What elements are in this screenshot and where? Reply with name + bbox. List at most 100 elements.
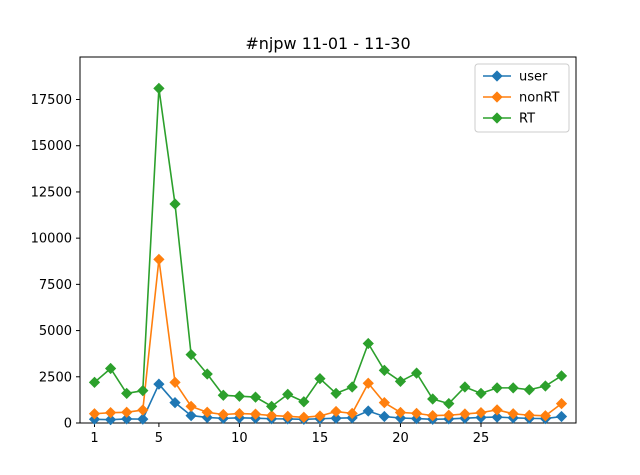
x-tick-label: 1 [90, 431, 98, 446]
series-nonRT [88, 253, 568, 423]
data-point-RT [378, 364, 390, 376]
data-point-nonRT [427, 409, 439, 422]
data-point-nonRT [266, 409, 278, 422]
data-point-nonRT [459, 408, 471, 420]
legend-marker [491, 91, 503, 103]
data-point-user [121, 413, 133, 425]
plot-frame [79, 56, 577, 424]
data-point-RT [459, 381, 471, 393]
data-point-nonRT [491, 404, 503, 416]
data-point-nonRT [346, 407, 358, 420]
data-point-RT [346, 381, 358, 393]
data-point-nonRT [298, 411, 310, 423]
y-tick-label: 17500 [31, 93, 72, 108]
y-tick-label: 0 [64, 417, 72, 432]
data-point-nonRT [153, 253, 165, 266]
data-point-nonRT [104, 407, 117, 419]
data-point-user [137, 413, 149, 425]
data-point-nonRT [394, 406, 407, 419]
data-point-RT [137, 385, 149, 397]
x-tick-label: 20 [392, 431, 409, 446]
x-tick-label: 15 [312, 431, 329, 446]
legend-item-user: user [483, 70, 548, 85]
series-line-RT [93, 87, 562, 408]
data-point-RT [491, 382, 503, 394]
data-point-nonRT [233, 407, 246, 420]
series-RT [88, 82, 568, 412]
data-point-RT [555, 370, 568, 382]
legend-label: user [519, 70, 548, 85]
y-tick-label: 5000 [39, 324, 72, 339]
data-point-RT [233, 390, 246, 402]
data-point-RT [507, 382, 519, 394]
data-point-RT [169, 198, 181, 210]
data-point-RT [104, 362, 117, 375]
data-point-nonRT [378, 397, 390, 409]
data-point-RT [539, 380, 552, 392]
data-point-user [491, 411, 503, 423]
legend-item-RT: RT [483, 112, 535, 127]
data-point-RT [121, 387, 133, 400]
legend-label: nonRT [519, 91, 560, 106]
data-point-nonRT [201, 406, 213, 418]
data-point-nonRT [410, 407, 423, 420]
data-point-nonRT [88, 408, 101, 420]
data-point-RT [249, 391, 262, 403]
data-point-nonRT [443, 409, 455, 421]
data-point-RT [266, 400, 278, 412]
y-tick-label: 2500 [39, 370, 72, 385]
plot-area [79, 56, 577, 424]
data-point-RT [282, 388, 294, 400]
data-point-nonRT [282, 410, 294, 422]
y-tick-label: 12500 [31, 185, 72, 200]
data-point-RT [427, 393, 439, 405]
legend: user nonRT RT [474, 63, 570, 133]
data-point-user [185, 409, 197, 422]
data-point-RT [185, 348, 197, 361]
x-tick-label: 10 [231, 431, 248, 446]
data-point-RT [362, 337, 374, 350]
data-point-RT [217, 389, 229, 401]
legend-marker [491, 112, 503, 124]
data-point-RT [475, 387, 487, 400]
data-point-nonRT [475, 407, 487, 419]
data-point-nonRT [217, 408, 229, 421]
series-line-nonRT [94, 258, 562, 419]
data-point-user [362, 405, 374, 417]
data-point-RT [298, 396, 310, 408]
data-point-user [169, 397, 181, 409]
data-point-nonRT [507, 408, 519, 420]
data-point-nonRT [539, 410, 552, 422]
data-point-user [153, 378, 165, 390]
data-point-RT [314, 373, 326, 385]
data-point-nonRT [137, 404, 149, 416]
x-axis: 1 5 10 15 20 25 [90, 423, 489, 446]
legend-item-nonRT: nonRT [483, 91, 560, 106]
data-point-nonRT [314, 410, 326, 422]
chart-title: #njpw 11-01 - 11-30 [245, 34, 410, 53]
data-point-nonRT [555, 397, 568, 410]
data-point-nonRT [169, 376, 181, 388]
x-tick-label: 25 [473, 431, 490, 446]
data-point-user [555, 410, 568, 423]
data-point-RT [410, 367, 423, 379]
data-point-user [330, 412, 342, 424]
data-point-RT [330, 387, 342, 400]
data-point-RT [88, 376, 101, 388]
data-point-RT [523, 384, 535, 396]
y-tick-label: 10000 [31, 232, 72, 247]
series-layer [88, 82, 568, 426]
data-point-nonRT [362, 377, 374, 389]
data-point-nonRT [185, 400, 197, 412]
legend-marker [491, 70, 503, 82]
data-point-nonRT [249, 408, 262, 420]
y-axis: 0 2500 5000 7500 10000 12500 15000 17500 [31, 93, 80, 432]
y-tick-label: 15000 [31, 139, 72, 154]
data-point-nonRT [523, 409, 535, 421]
legend-label: RT [519, 112, 535, 127]
data-point-user [104, 414, 117, 426]
data-point-nonRT [330, 405, 342, 418]
data-point-RT [201, 368, 213, 380]
data-point-user [378, 410, 390, 423]
